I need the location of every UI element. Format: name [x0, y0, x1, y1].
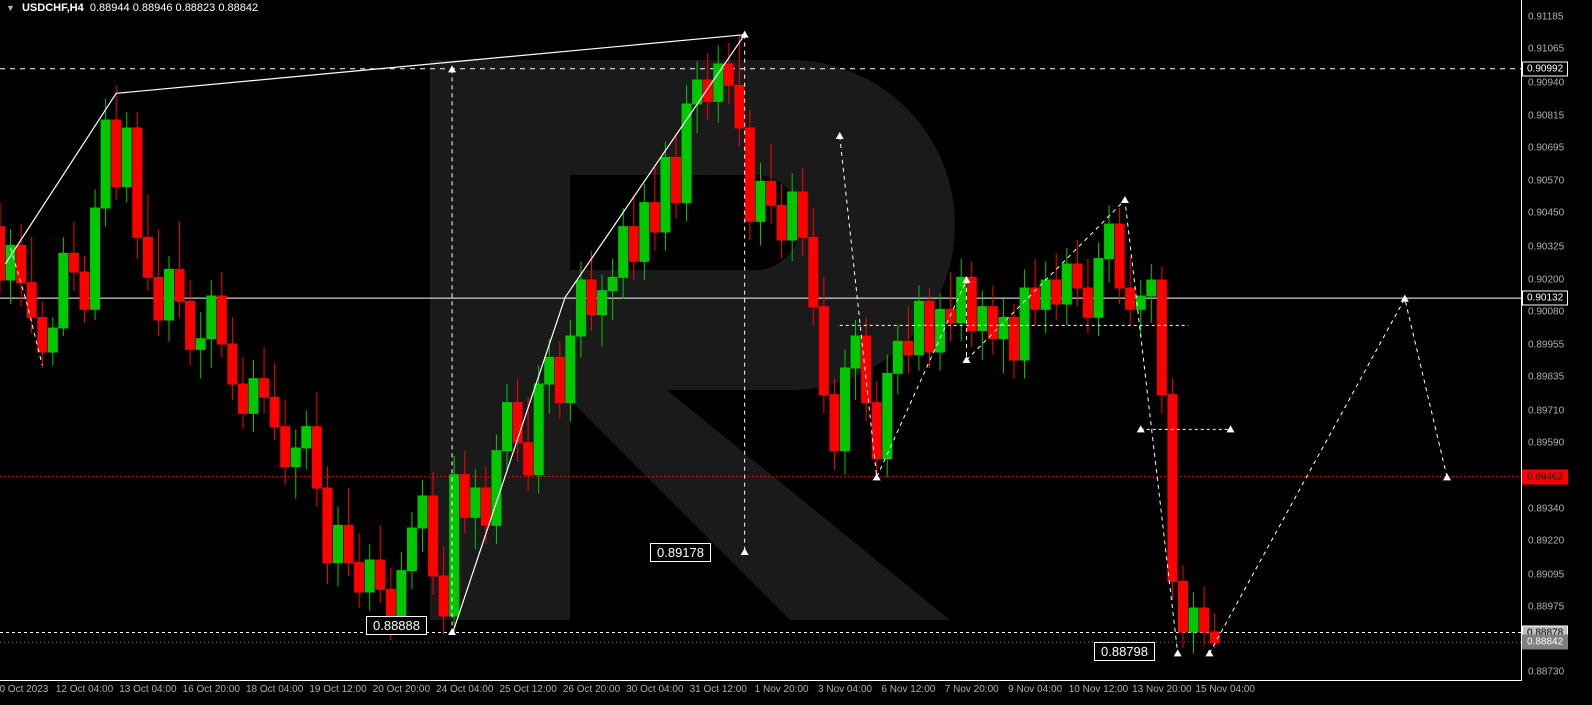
x-tick-label: 10 Nov 12:00	[1069, 684, 1129, 695]
price-callout: 0.89178	[650, 543, 711, 562]
x-tick-label: 19 Oct 12:00	[309, 684, 366, 695]
y-tick-label: 0.90940	[1528, 77, 1564, 88]
y-tick-label: 0.89340	[1528, 504, 1564, 515]
y-tick-label: 0.90080	[1528, 307, 1564, 318]
x-tick-label: 31 Oct 12:00	[690, 684, 747, 695]
y-tick-label: 0.90570	[1528, 176, 1564, 187]
x-tick-label: 13 Oct 04:00	[119, 684, 176, 695]
price-callout: 0.88798	[1094, 642, 1155, 661]
x-tick-label: 20 Oct 20:00	[373, 684, 430, 695]
chart-overlays-layer	[0, 0, 1521, 680]
y-tick-label: 0.88730	[1528, 667, 1564, 678]
y-tick-label: 0.89095	[1528, 569, 1564, 580]
y-tick-label: 0.91185	[1528, 12, 1563, 23]
y-tick-label: 0.90325	[1528, 241, 1564, 252]
price-level-label: 0.89462	[1522, 469, 1568, 484]
x-tick-label: 18 Oct 04:00	[246, 684, 303, 695]
chart-dropdown-icon[interactable]: ▼	[6, 3, 15, 13]
x-tick-label: 12 Oct 04:00	[56, 684, 113, 695]
x-tick-label: 15 Nov 04:00	[1196, 684, 1256, 695]
x-tick-label: 25 Oct 12:00	[499, 684, 556, 695]
y-tick-label: 0.89710	[1528, 405, 1564, 416]
ohlc-open: 0.88944	[90, 2, 130, 14]
chart-title-bar: ▼ USDCHF,H4 0.88944 0.88946 0.88823 0.88…	[6, 2, 258, 14]
y-tick-label: 0.90815	[1528, 111, 1564, 122]
chart-timeframe: H4	[70, 2, 84, 14]
x-tick-label: 16 Oct 20:00	[183, 684, 240, 695]
broker-watermark	[0, 0, 1521, 680]
x-tick-label: 13 Nov 20:00	[1132, 684, 1192, 695]
price-callout: 0.88888	[366, 616, 427, 635]
y-tick-label: 0.91065	[1528, 44, 1564, 55]
y-tick-label: 0.88975	[1528, 601, 1564, 612]
y-tick-label: 0.89220	[1528, 536, 1564, 547]
x-tick-label: 6 Nov 12:00	[881, 684, 935, 695]
x-tick-label: 24 Oct 04:00	[436, 684, 493, 695]
y-tick-label: 0.89590	[1528, 437, 1564, 448]
x-tick-label: 9 Nov 04:00	[1008, 684, 1062, 695]
x-tick-label: 10 Oct 2023	[0, 684, 48, 695]
x-tick-label: 1 Nov 20:00	[755, 684, 809, 695]
y-tick-label: 0.90200	[1528, 275, 1564, 286]
x-tick-label: 26 Oct 20:00	[563, 684, 620, 695]
x-tick-label: 7 Nov 20:00	[945, 684, 999, 695]
price-level-label: 0.90132	[1522, 291, 1568, 306]
chart-container: ▼ USDCHF,H4 0.88944 0.88946 0.88823 0.88…	[0, 0, 1592, 705]
ohlc-low: 0.88823	[176, 2, 216, 14]
x-tick-label: 3 Nov 04:00	[818, 684, 872, 695]
y-tick-label: 0.90450	[1528, 208, 1564, 219]
price-level-label: 0.88842	[1522, 635, 1568, 650]
price-level-label: 0.90992	[1522, 61, 1568, 76]
y-tick-label: 0.89835	[1528, 372, 1564, 383]
chart-candles-layer	[0, 0, 1521, 680]
chart-plot-area[interactable]: ▼ USDCHF,H4 0.88944 0.88946 0.88823 0.88…	[0, 0, 1522, 681]
chart-symbol: USDCHF	[22, 2, 67, 14]
ohlc-high: 0.88946	[133, 2, 173, 14]
x-tick-label: 30 Oct 04:00	[626, 684, 683, 695]
x-axis: 10 Oct 2023 12 Oct 04:00 13 Oct 04:00 16 Oc…	[0, 681, 1521, 705]
ohlc-close: 0.88842	[218, 2, 258, 14]
chart-lines-layer	[0, 0, 1521, 680]
y-tick-label: 0.89955	[1528, 340, 1564, 351]
y-tick-label: 0.90695	[1528, 143, 1564, 154]
y-axis: 0.91185 0.91065 0.90940 0.90815 0.90695 0.905…	[1522, 0, 1592, 680]
